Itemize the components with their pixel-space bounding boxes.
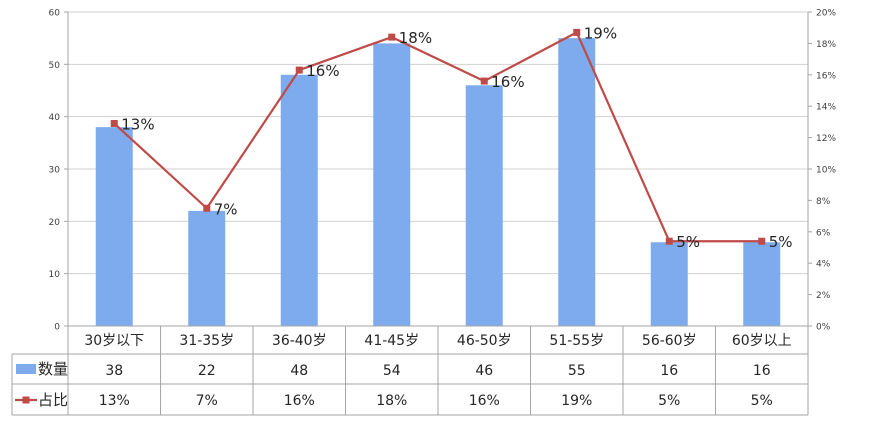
data-label: 19% — [584, 24, 617, 42]
table-cell: 16% — [469, 393, 500, 409]
y-left-tick-label: 60 — [49, 9, 61, 19]
data-label: 16% — [306, 62, 339, 80]
x-tick-label: 41-45岁 — [364, 333, 419, 349]
y-left-tick-label: 0 — [54, 323, 60, 333]
x-tick-label: 51-55岁 — [549, 333, 604, 349]
bar — [743, 242, 781, 326]
bar — [95, 127, 133, 326]
bar — [188, 210, 226, 326]
line-marker — [665, 237, 673, 245]
bar — [465, 85, 503, 327]
legend-key-marker — [22, 396, 30, 404]
data-label: 5% — [676, 233, 700, 251]
bar — [558, 38, 596, 327]
y-right-tick-label: 4% — [816, 260, 831, 270]
y-right-tick-label: 16% — [816, 71, 836, 81]
line-series — [113, 31, 762, 243]
legend-key-bars — [16, 364, 36, 374]
line-marker — [203, 204, 211, 212]
y-right-tick-label: 8% — [816, 197, 831, 207]
y-right-tick-label: 14% — [816, 103, 836, 113]
bar — [280, 74, 318, 326]
y-left-tick-label: 40 — [49, 113, 61, 123]
x-tick-label: 60岁以上 — [732, 333, 792, 349]
bar — [373, 43, 411, 327]
table-cell: 48 — [290, 363, 308, 379]
table-cell: 16% — [284, 393, 315, 409]
table-cell: 16 — [753, 363, 771, 379]
line-marker — [295, 66, 303, 74]
data-label: 5% — [769, 233, 793, 251]
x-tick-label: 46-50岁 — [457, 333, 512, 349]
table-cell: 38 — [105, 363, 123, 379]
table-cell: 22 — [198, 363, 216, 379]
table-cell: 16 — [660, 363, 678, 379]
table-cell: 5% — [658, 393, 680, 409]
table-cell: 5% — [751, 393, 773, 409]
data-label: 18% — [399, 29, 432, 47]
data-label: 13% — [121, 115, 154, 133]
line-marker — [758, 237, 766, 245]
table-cell: 13% — [99, 393, 130, 409]
y-left-tick-label: 30 — [49, 166, 61, 176]
table-cell: 18% — [376, 393, 407, 409]
table-cell: 19% — [561, 393, 592, 409]
y-right-tick-label: 12% — [816, 134, 836, 144]
y-right-tick-label: 10% — [816, 166, 836, 176]
table-cell: 55 — [568, 363, 586, 379]
y-left-tick-label: 10 — [49, 270, 61, 280]
line-marker — [110, 119, 118, 127]
data-label: 16% — [491, 73, 524, 91]
line-marker — [480, 77, 488, 85]
x-tick-label: 31-35岁 — [179, 333, 234, 349]
bar — [650, 242, 688, 326]
y-right-tick-label: 20% — [816, 9, 836, 19]
table-cell: 7% — [196, 393, 218, 409]
legend-label: 占比 — [38, 391, 68, 409]
table-cell: 54 — [383, 363, 401, 379]
x-tick-label: 36-40岁 — [272, 333, 327, 349]
x-tick-label: 56-60岁 — [642, 333, 697, 349]
y-left-tick-label: 20 — [49, 218, 61, 228]
y-right-tick-label: 18% — [816, 40, 836, 50]
legend-label: 数量 — [38, 360, 68, 378]
y-right-tick-label: 0% — [816, 323, 831, 333]
table-cell: 46 — [475, 363, 493, 379]
y-right-tick-label: 6% — [816, 228, 831, 238]
line-marker — [388, 33, 396, 41]
line-marker — [573, 28, 581, 36]
y-left-tick-label: 50 — [49, 61, 61, 71]
data-label: 7% — [214, 200, 238, 218]
x-tick-label: 30岁以下 — [84, 333, 144, 349]
y-right-tick-label: 2% — [816, 291, 831, 301]
